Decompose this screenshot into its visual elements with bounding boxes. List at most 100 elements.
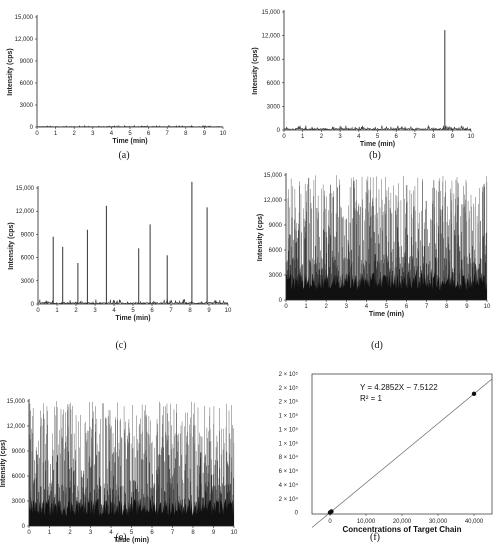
y-tick-label: 2 × 10⁴	[279, 496, 299, 503]
y-tick-label: 9000	[267, 57, 281, 63]
x-tick-label: 5	[128, 131, 132, 137]
x-axis-label: Time (min)	[115, 315, 150, 322]
x-axis-label: Time (min)	[369, 311, 404, 318]
x-tick-label: 6	[395, 134, 399, 140]
x-tick-label: 0	[284, 304, 288, 310]
y-tick-label: 2 × 10⁵	[279, 385, 299, 392]
y-tick-label: 6000	[20, 81, 34, 87]
x-tick-label: 2	[68, 530, 72, 536]
x-tick-label: 20,000	[393, 519, 412, 525]
plot-frame	[311, 373, 493, 515]
y-tick-label: 12,000	[15, 37, 34, 43]
x-axis-label: Time (min)	[114, 537, 149, 544]
y-tick-label: 1 × 10⁵	[279, 440, 299, 447]
x-tick-label: 3	[345, 304, 349, 310]
chart-panel-d: 0 1 2 3 4 5 6 7 8 9 10 0 3000 6000 9000 12,000 15,000 Tim…	[257, 173, 491, 351]
x-tick-label: 8	[191, 530, 195, 536]
x-tick-label: 7	[166, 131, 170, 137]
x-tick-label: 7	[169, 308, 173, 314]
x-tick-label: 1	[301, 134, 305, 140]
y-tick-label: 15,000	[264, 173, 283, 179]
y-tick-label: 12,000	[16, 209, 35, 215]
x-tick-label: 9	[451, 134, 455, 140]
y-tick-label: 12,000	[7, 424, 26, 430]
y-tick-label: 3000	[269, 273, 283, 279]
panel-caption: (b)	[369, 150, 381, 161]
y-tick-label: 2 × 10⁵	[279, 371, 299, 378]
y-tick-label: 6000	[267, 81, 281, 87]
x-tick-label: 10	[220, 131, 227, 137]
x-tick-label: 1	[55, 308, 59, 314]
x-tick-label: 6	[147, 131, 151, 137]
x-tick-label: 4	[357, 134, 361, 140]
y-tick-label: 3000	[20, 103, 34, 109]
chart-panel-f: 0 10,000 20,000 30,000 40,000 0 2 × 10⁴ 4 × 10⁴…	[279, 371, 493, 543]
x-tick-label: 7	[171, 530, 175, 536]
y-tick-label: 9000	[21, 232, 35, 238]
y-tick-label: 15,000	[16, 186, 35, 192]
data-point-3	[471, 391, 477, 397]
x-tick-label: 4	[365, 304, 369, 310]
x-tick-label: 5	[131, 308, 135, 314]
fit-r-squared: R² = 1	[360, 394, 383, 403]
y-axis-label: Intensity (cps)	[252, 47, 259, 94]
y-tick-label: 6000	[21, 256, 35, 262]
y-tick-label: 9000	[269, 223, 283, 229]
x-tick-label: 0	[27, 530, 31, 536]
x-tick-label: 2	[73, 131, 77, 137]
x-tick-label: 5	[385, 304, 389, 310]
y-tick-label: 12,000	[262, 34, 281, 40]
panel-caption: (d)	[371, 340, 383, 351]
y-tick-label: 15,000	[7, 399, 26, 405]
x-tick-label: 6	[150, 530, 154, 536]
x-axis-label: Time (min)	[112, 138, 147, 145]
y-tick-label: 0	[277, 128, 281, 134]
chart-panel-e: 0 1 2 3 4 5 6 7 8 9 10 0 3000 6000 9000 12,000 15,000 Tim…	[0, 399, 238, 544]
y-tick-label: 0	[31, 302, 35, 308]
x-tick-label: 0	[36, 308, 40, 314]
panel-caption: (f)	[370, 532, 380, 543]
y-tick-label: 0	[30, 125, 34, 131]
x-tick-label: 8	[432, 134, 436, 140]
data-point-2	[329, 509, 334, 514]
y-tick-label: 8 × 10⁴	[279, 454, 299, 461]
chart-panel-b: 0 1 2 3 4 5 6 7 8 9 10 0 3000 6000 9000 12,000 15,000 Tim…	[252, 10, 475, 161]
x-tick-label: 2	[325, 304, 329, 310]
x-tick-label: 2	[74, 308, 78, 314]
fit-equation: Y = 4.2852X − 7.5122	[360, 383, 438, 392]
x-tick-label: 9	[212, 530, 216, 536]
y-tick-label: 3000	[12, 499, 26, 505]
x-tick-label: 1	[54, 131, 58, 137]
panel-caption: (e)	[115, 532, 126, 543]
x-tick-label: 30,000	[429, 519, 448, 525]
y-axis-label: Intensity (cps)	[7, 48, 14, 95]
y-tick-label: 3000	[21, 279, 35, 285]
dense-base-area	[286, 272, 487, 300]
y-tick-label: 9000	[20, 59, 34, 65]
x-tick-label: 8	[445, 304, 449, 310]
y-tick-label: 15,000	[15, 15, 34, 21]
x-tick-label: 40,000	[465, 519, 484, 525]
y-tick-label: 0	[295, 511, 299, 517]
panel-caption: (c)	[115, 340, 126, 351]
x-tick-label: 2	[320, 134, 324, 140]
x-tick-label: 8	[188, 308, 192, 314]
x-tick-label: 3	[91, 131, 95, 137]
x-tick-label: 1	[48, 530, 52, 536]
x-tick-label: 6	[150, 308, 154, 314]
x-tick-label: 3	[93, 308, 97, 314]
y-tick-label: 3000	[267, 104, 281, 110]
x-tick-label: 9	[207, 308, 211, 314]
chart-panel-c: 0 1 2 3 4 5 6 7 8 9 10 0 3000 6000 9000 12,000 15,000 Tim…	[8, 181, 232, 351]
y-axis-label: Intensity (cps)	[8, 222, 15, 269]
y-tick-label: 0	[22, 524, 26, 530]
x-tick-label: 3	[338, 134, 342, 140]
x-tick-label: 4	[109, 530, 113, 536]
y-tick-label: 6000	[269, 248, 283, 254]
y-tick-label: 1 × 10⁵	[279, 413, 299, 420]
y-tick-label: 9000	[12, 449, 26, 455]
x-tick-label: 4	[112, 308, 116, 314]
x-tick-label: 1	[304, 304, 308, 310]
y-tick-label: 6 × 10⁴	[279, 468, 299, 475]
